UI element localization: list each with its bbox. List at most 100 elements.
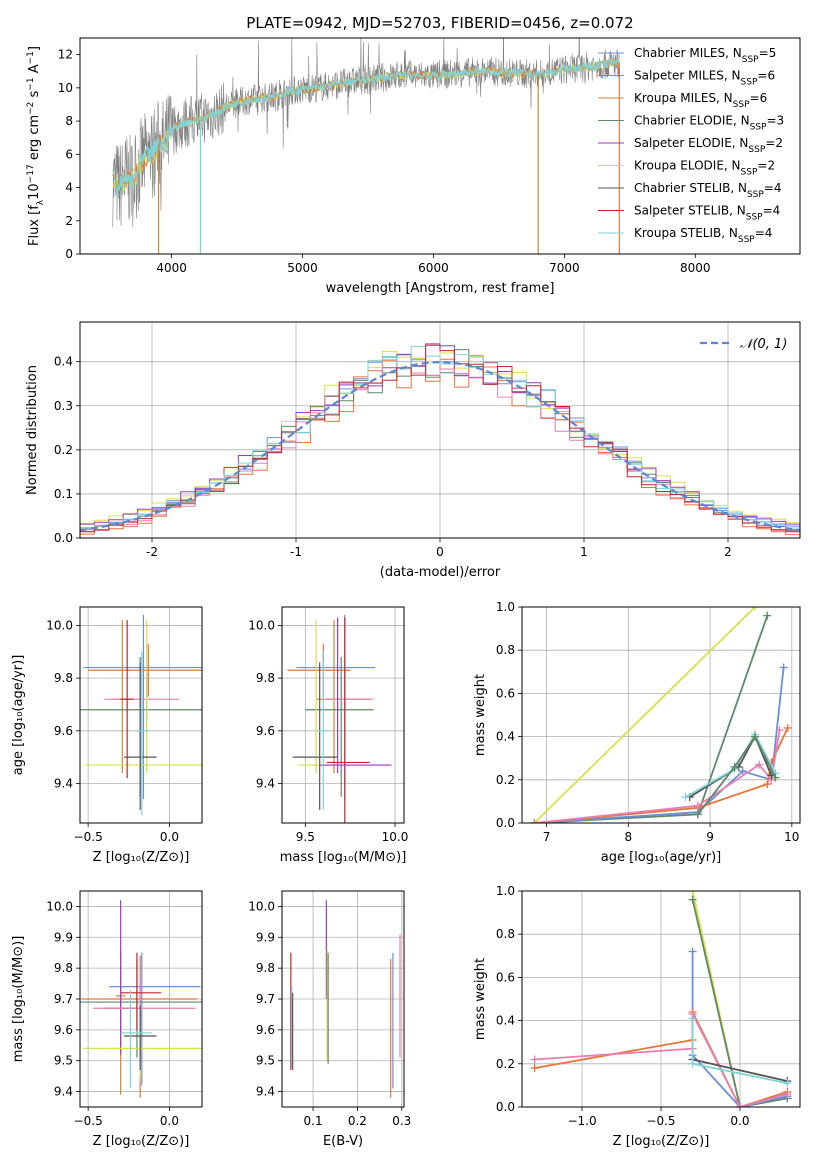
y-tick-label: 0.6 [496,970,515,984]
plot-frame [281,890,405,1108]
errorbar-point [81,955,198,1098]
y-axis-label-part: A [27,64,42,77]
legend-label: 𝒩(0, 1) [740,337,787,352]
legend-label: Kroupa ELODIE, NSSP=2 [634,159,775,178]
y-tick-label: 10 [58,81,73,95]
legend-entry: Chabrier MILES, NSSP=5 [598,46,776,65]
y-tick-label: 9.6 [256,724,275,738]
y-tick-label: 12 [58,48,73,62]
y-axis-label-part: Flux [f [27,205,42,246]
x-axis-label: E(B-V) [323,1134,363,1149]
x-axis-label: mass [log₁₀(M/M⊙)] [280,850,407,865]
legend-label-sub: SSP [741,78,758,88]
x-tick-label: 1 [580,545,588,559]
x-tick-label: 5000 [287,261,318,275]
legend-label-text: Chabrier ELODIE, N [634,114,750,128]
plot-frame [521,890,801,1108]
x-tick-label: 0 [436,545,444,559]
weight-series [688,1014,792,1088]
errorbar-point [104,900,137,1055]
weight-line [692,1058,788,1082]
y-tick-label: 8 [65,114,73,128]
age-vs-mass-chart: 9.5 10.0 9.4 9.6 9.8 10.0 mass [log₁₀(M/M⊙)] [248,606,409,865]
y-tick-label: 10.0 [46,618,73,632]
y-tick-label: 9.9 [256,930,275,944]
histogram-series [80,356,800,533]
legend-label-text: Kroupa MILES, N [634,91,733,105]
legend-entry: Salpeter MILES, NSSP=6 [598,69,775,88]
legend-label-sub: SSP [742,55,759,65]
errorbar-point [88,643,202,697]
x-tick-label: 7000 [549,261,580,275]
y-axis-label-part: s [27,90,42,101]
errorbars [287,614,392,823]
x-tick-label: 0.0 [730,1114,749,1128]
legend-label-sub: SSP [741,168,758,178]
y-axis-label-part: erg cm [27,115,42,164]
errorbar-point [296,614,376,800]
age-vs-z-chart: −0.5 0.0 9.4 9.6 9.8 10.0 Z [log₁₀(Z/Z⊙)] age [… [11,606,203,865]
x-axis-label: (data-model)/error [380,565,501,580]
y-tick-label: 0.0 [496,1100,515,1114]
weight-line [697,734,777,815]
y-tick-label: 4 [65,181,73,195]
y-tick-label: 9.7 [256,992,275,1006]
y-tick-label: 6 [65,147,73,161]
weight-line [534,667,785,823]
weight-series [681,730,780,802]
legend-entry: 𝒩(0, 1) [700,337,787,352]
weight-series [530,726,784,823]
x-tick-label: 0.2 [348,1114,367,1128]
errorbar-point [319,617,392,773]
legend-label-value: =4 [755,226,773,240]
legend-label-sub: SSP [750,123,767,133]
y-tick-label: 10.0 [248,618,275,632]
weight-series [530,607,760,823]
plot-frame [281,606,405,824]
legend-entry: Chabrier STELIB, NSSP=4 [598,181,782,200]
model-spectrum [112,58,620,197]
y-axis-label: age [log₁₀(age/yr)] [11,655,26,776]
errorbar-point [316,620,370,773]
legend-label: Kroupa MILES, NSSP=6 [634,91,767,110]
legend-label-sub: SSP [738,235,755,245]
x-tick-label: −0.5 [74,830,103,844]
y-tick-label: 0.8 [496,927,515,941]
legend-entry: Chabrier ELODIE, NSSP=3 [598,114,784,133]
y-tick-label: 0.1 [54,487,73,501]
y-axis-label: mass weight [473,674,488,756]
y-tick-label: 0.0 [54,531,73,545]
y-tick-label: 9.8 [54,961,73,975]
y-axis-label: mass [log₁₀(M/M⊙)] [11,936,26,1063]
y-tick-label: 0.4 [496,730,515,744]
legend-entry: Kroupa ELODIE, NSSP=2 [598,159,775,178]
plot-frame [79,890,203,1108]
legend-label-value: =4 [764,181,782,195]
y-axis-label-part: −1 [26,77,36,90]
residuals-chart: -2 -1 0 1 2 0.0 0.1 0.2 0.3 0.4 (data-model)/error… [25,321,801,580]
x-tick-label: 0.0 [160,1114,179,1128]
weight-lines [530,891,792,1107]
x-axis-label: Z [log₁₀(Z/Z⊙)] [93,1134,190,1149]
legend-entry: Kroupa STELIB, NSSP=4 [598,226,772,245]
mass-vs-z-chart: −0.5 0.0 9.4 9.5 9.6 9.7 9.8 9.9 10.0 Z [log₁₀(Z/… [11,890,203,1149]
x-tick-label: 10.0 [382,830,409,844]
errorbar-point [135,651,149,816]
legend-label-value: =2 [765,136,783,150]
legend-label-value: =6 [750,91,768,105]
errorbar-point [83,614,202,800]
y-tick-label: 0.0 [496,816,515,830]
errorbar-point [323,672,374,726]
x-tick-label: 9 [706,830,714,844]
y-tick-label: 1.0 [496,884,515,898]
weight-line [691,951,788,1107]
y-tick-label: 9.8 [256,961,275,975]
x-tick-label: -2 [146,545,158,559]
errorbars [80,900,202,1098]
legend-label-sub: SSP [747,190,764,200]
x-tick-label: 8000 [680,261,711,275]
weight-line [691,899,788,1107]
y-tick-label: 9.4 [54,776,73,790]
y-tick-label: 10.0 [46,899,73,913]
x-axis-label: Z [log₁₀(Z/Z⊙)] [93,850,190,865]
